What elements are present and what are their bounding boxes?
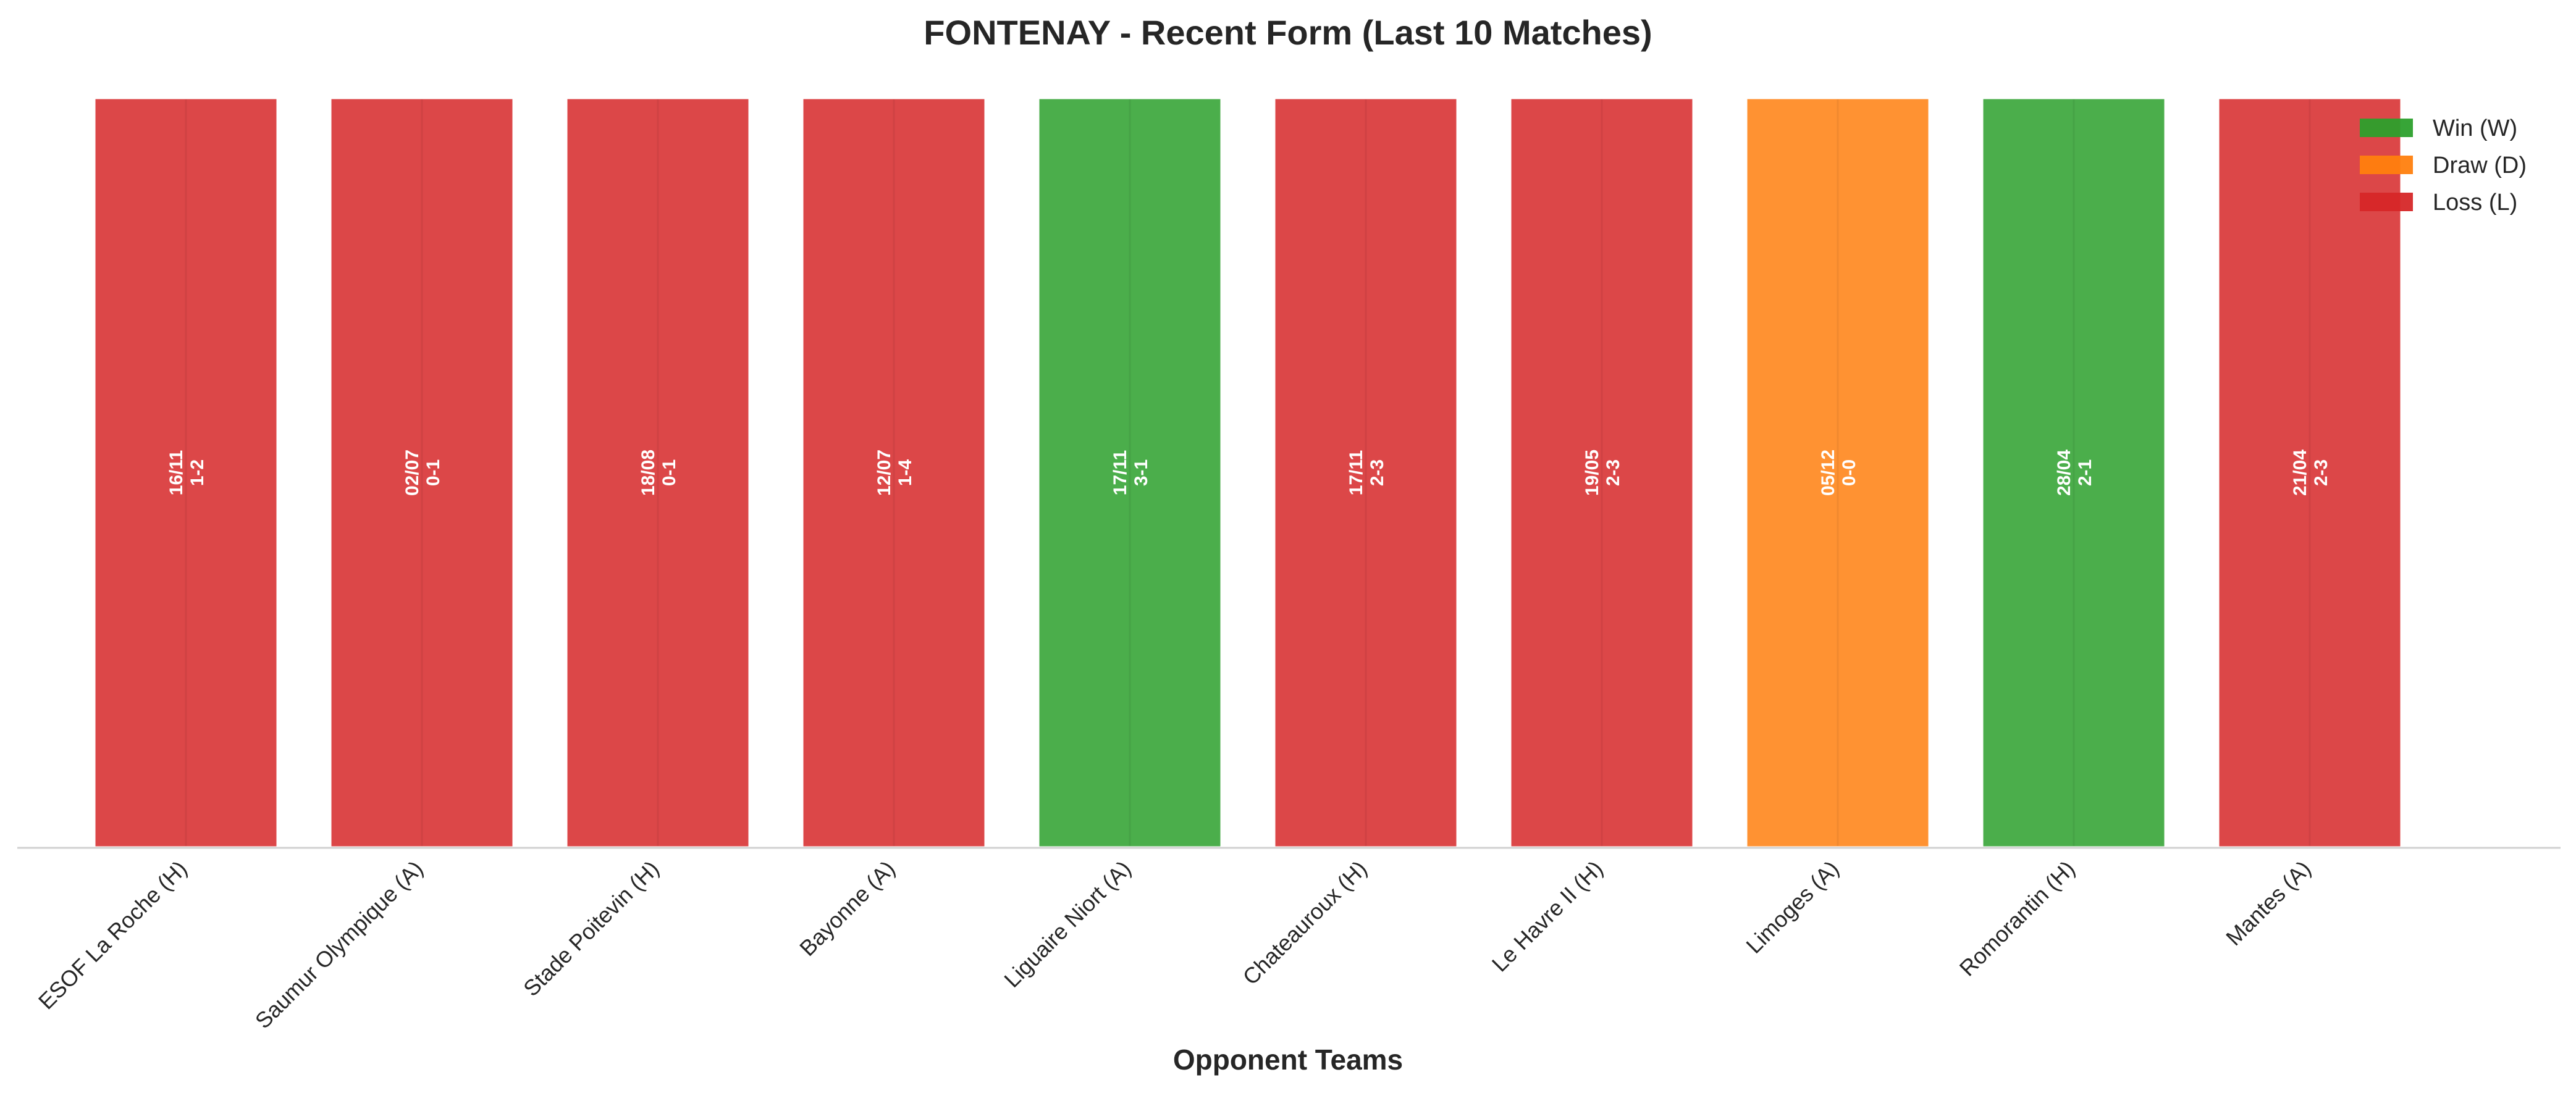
bar-date-label: 28/04 [2054, 450, 2074, 496]
legend: Win (W) Draw (D) Loss (L) [2360, 115, 2527, 216]
bar-4 [800, 96, 988, 850]
bars-layer: 16/11 1-2 02/07 0-1 18/08 0-1 12/07 1-4 17/11 3-1… [92, 96, 2404, 850]
bar-1 [92, 96, 280, 850]
bar-score-label: 1-2 [187, 459, 208, 486]
bar-5 [1036, 96, 1224, 850]
bar-2 [328, 96, 516, 850]
bar-label-5: 17/11 3-1 [1110, 450, 1151, 495]
bar-label-10: 21/04 2-3 [2290, 450, 2331, 496]
bar-date-label: 12/07 [874, 450, 894, 496]
x-axis-title: Opponent Teams [1173, 1044, 1403, 1076]
bar-7 [1508, 96, 1696, 850]
legend-label-w: Win (W) [2433, 115, 2517, 141]
bar-date-label: 16/11 [166, 450, 187, 495]
bar-8 [1744, 96, 1932, 850]
bar-score-label: 3-1 [1131, 459, 1151, 486]
bar-score-label: 0-1 [423, 459, 444, 486]
bar-date-label: 17/11 [1110, 450, 1130, 495]
bar-score-label: 2-3 [1367, 459, 1387, 486]
bar-label-9: 28/04 2-1 [2054, 450, 2095, 496]
bar-score-label: 0-0 [1839, 459, 1859, 486]
bar-date-label: 18/08 [638, 450, 659, 496]
bar-9 [1980, 96, 2168, 850]
bar-label-1: 16/11 1-2 [166, 450, 208, 495]
bar-label-2: 02/07 0-1 [402, 450, 444, 496]
bar-label-3: 18/08 0-1 [638, 450, 680, 496]
bar-score-label: 2-3 [2311, 459, 2331, 486]
legend-label-l: Loss (L) [2433, 190, 2517, 216]
legend-swatch-w [2360, 119, 2413, 137]
bar-date-label: 02/07 [402, 450, 423, 496]
bar-date-label: 19/05 [1582, 450, 1602, 496]
bar-date-label: 17/11 [1346, 450, 1366, 495]
bar-score-label: 2-1 [2075, 459, 2095, 486]
bar-date-label: 05/12 [1818, 450, 1838, 496]
bar-date-label: 21/04 [2290, 450, 2310, 496]
bar-label-4: 12/07 1-4 [874, 450, 915, 496]
bar-label-6: 17/11 2-3 [1346, 450, 1387, 495]
legend-swatch-d [2360, 156, 2413, 174]
bar-6 [1272, 96, 1460, 850]
bar-label-7: 19/05 2-3 [1582, 450, 1623, 496]
chart-title: FONTENAY - Recent Form (Last 10 Matches) [924, 13, 1652, 52]
bar-3 [564, 96, 752, 850]
bar-score-label: 0-1 [659, 459, 680, 486]
legend-label-d: Draw (D) [2433, 153, 2527, 178]
legend-swatch-l [2360, 193, 2413, 211]
bar-score-label: 1-4 [895, 459, 915, 487]
bar-label-8: 05/12 0-0 [1818, 450, 1859, 496]
bar-score-label: 2-3 [1603, 459, 1623, 486]
bar-10 [2216, 96, 2404, 850]
